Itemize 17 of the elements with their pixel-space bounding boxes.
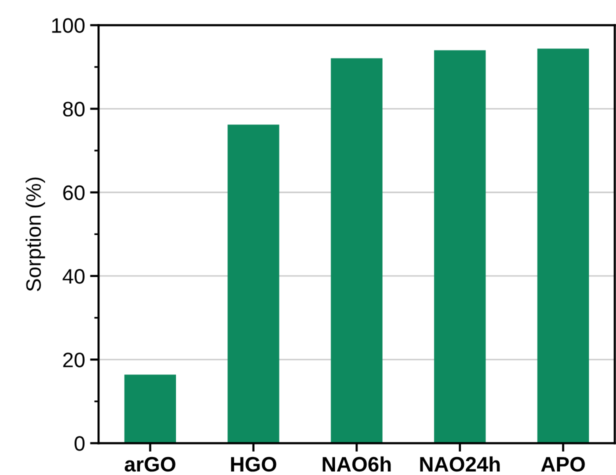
y-tick-label: 20 <box>63 352 85 368</box>
y-tick-label: 80 <box>63 102 85 117</box>
y-tick-label: 40 <box>62 268 85 284</box>
y-tick-label: 0 <box>74 436 85 451</box>
bar <box>330 58 382 444</box>
bar <box>124 374 176 444</box>
y-axis-title: Sorption (%) <box>26 178 46 292</box>
y-tick-label: 60 <box>63 185 85 200</box>
bar <box>537 48 589 444</box>
y-tick-label: 100 <box>52 18 85 33</box>
x-tick-label: NAO6h <box>322 456 391 472</box>
x-tick-label: APO <box>541 456 585 472</box>
x-tick-label: HGO <box>231 456 276 472</box>
x-tick-label: NAO24h <box>420 456 500 472</box>
bar <box>434 50 486 444</box>
bar <box>228 124 280 444</box>
x-tick-label: arGO <box>124 456 176 472</box>
